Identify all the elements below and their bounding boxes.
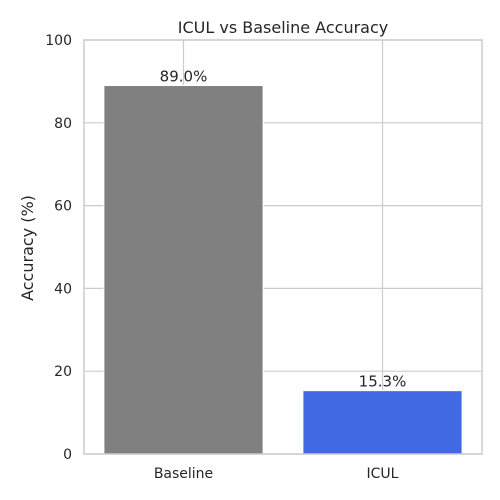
x-axis-ticks: Baseline ICUL: [154, 466, 399, 482]
bar-value-label: 15.3%: [359, 373, 407, 391]
y-tick-label: 0: [63, 447, 72, 463]
y-axis-label: Accuracy (%): [18, 195, 37, 301]
y-tick-label: 60: [54, 199, 72, 215]
y-tick-label: 100: [45, 33, 72, 49]
y-axis-ticks: 0 20 40 60 80 100: [45, 33, 72, 463]
chart-title: ICUL vs Baseline Accuracy: [178, 18, 388, 37]
y-tick-label: 80: [54, 116, 72, 132]
plot-frame: [83, 39, 483, 455]
bar-icul: [302, 390, 463, 455]
bars: [103, 85, 463, 455]
bar-baseline: [103, 85, 264, 455]
x-tick-label: ICUL: [367, 466, 399, 482]
bar-value-labels: 89.0% 15.3%: [160, 68, 407, 391]
y-tick-label: 20: [54, 364, 72, 380]
bar-value-label: 89.0%: [160, 68, 208, 86]
y-tick-label: 40: [54, 281, 72, 297]
x-tick-label: Baseline: [154, 466, 213, 482]
